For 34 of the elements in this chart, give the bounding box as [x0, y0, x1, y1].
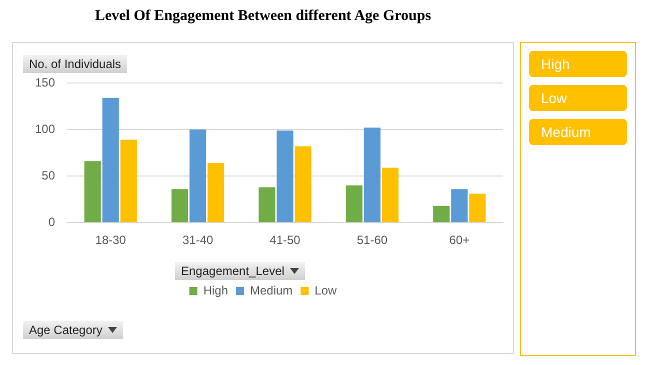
x-tick-label: 41-50	[270, 233, 301, 248]
bar	[120, 140, 137, 222]
chart-title: Level Of Engagement Between different Age Groups	[94, 8, 432, 25]
legend-title: Engagement_Level	[181, 264, 284, 278]
bar	[346, 185, 362, 222]
text: High	[529, 51, 627, 77]
y-tick-label: 50	[42, 168, 56, 182]
bar	[382, 168, 399, 222]
bar	[451, 189, 468, 222]
bar	[258, 187, 276, 222]
x-tick-label: 18-30	[95, 233, 126, 248]
bar	[84, 161, 101, 222]
bar	[190, 130, 206, 222]
text: Age Category	[29, 323, 102, 337]
bar	[276, 130, 294, 222]
bar	[294, 146, 312, 222]
text: Low	[529, 85, 627, 111]
bar	[433, 206, 450, 222]
bar	[469, 194, 486, 222]
bar	[364, 128, 380, 222]
bar	[208, 163, 224, 222]
y-axis-title: No. of Individuals	[29, 57, 122, 71]
x-tick-label: 31-40	[182, 233, 214, 248]
y-tick-label: 0	[48, 214, 56, 229]
bar	[102, 98, 119, 222]
y-tick-label: 150	[34, 75, 56, 90]
x-tick-label: 51-60	[356, 233, 388, 248]
x-tick-label: 60+	[449, 233, 470, 248]
y-tick-label: 100	[34, 122, 56, 136]
legend-label: Low	[314, 283, 338, 298]
legend-label: Medium	[250, 283, 293, 298]
text: Medium	[529, 119, 627, 145]
bar	[172, 189, 188, 222]
legend-label: High	[203, 283, 228, 298]
